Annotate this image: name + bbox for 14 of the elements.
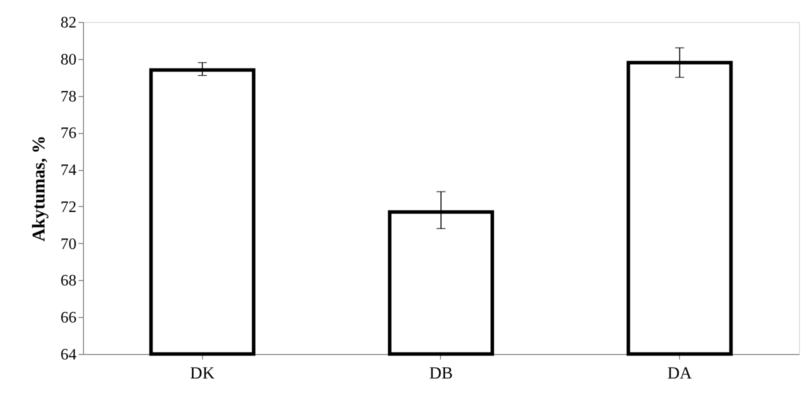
y-tick-label: 72 (60, 198, 76, 216)
y-axis-title: Akytumas, % (28, 135, 48, 242)
x-tick-label: DB (429, 364, 453, 382)
y-tick-label: 68 (60, 272, 76, 290)
y-tick-label: 74 (60, 162, 76, 180)
y-tick-label: 78 (60, 88, 76, 106)
y-tick-label: 76 (60, 125, 76, 142)
y-tick-label: 66 (60, 310, 76, 327)
y-tick-label: 64 (60, 346, 76, 364)
y-tick-label: 82 (60, 14, 76, 32)
x-tick-label: DA (667, 364, 693, 382)
x-tick-label: DK (190, 364, 216, 382)
y-tick-label: 80 (60, 51, 76, 68)
y-tick-label: 70 (60, 236, 76, 253)
